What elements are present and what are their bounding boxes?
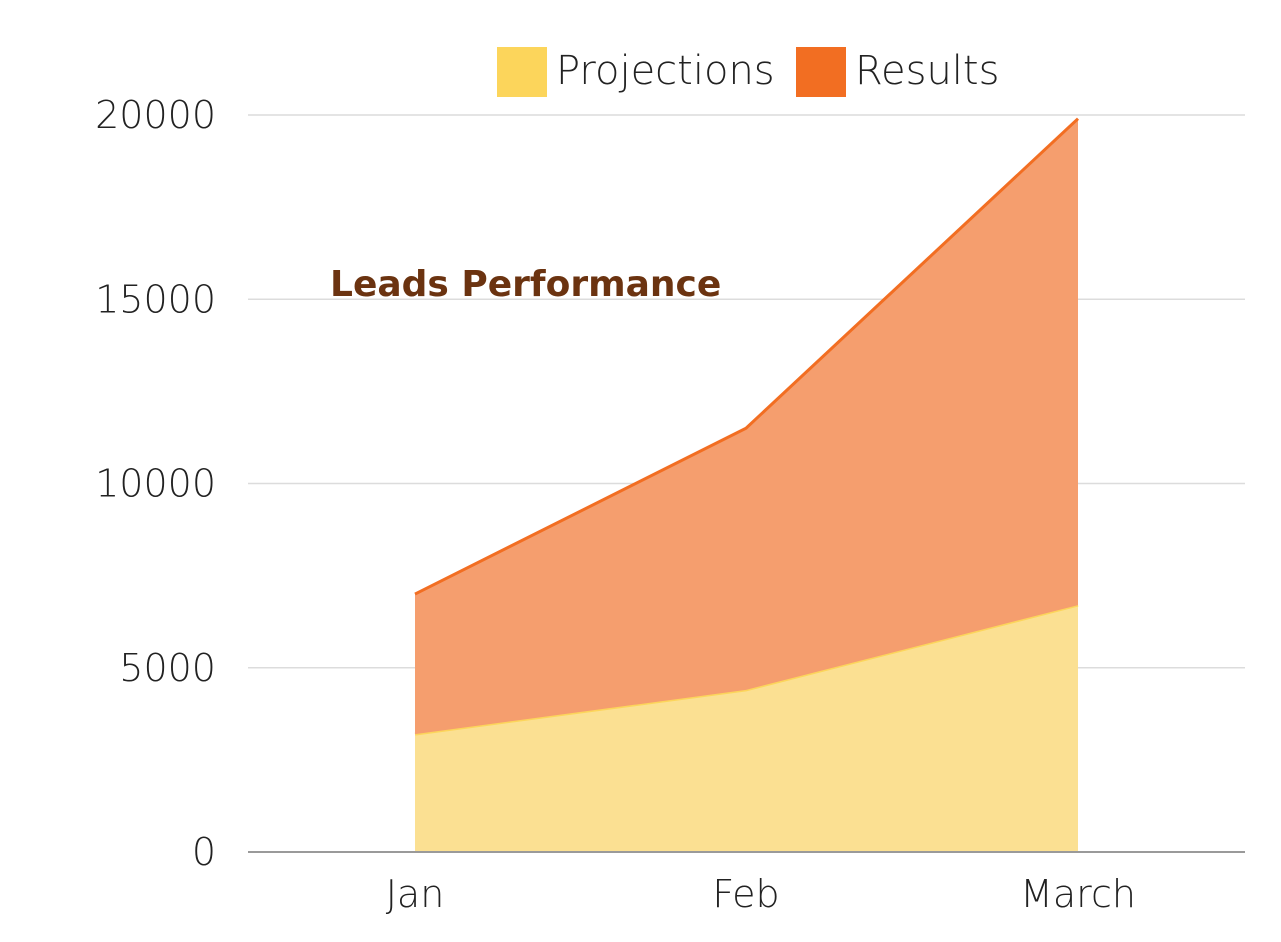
y-tick-label: 0 (192, 830, 216, 874)
y-tick-label: 5000 (119, 646, 216, 690)
legend-swatch-projections (497, 47, 547, 97)
chart-title: Leads Performance (330, 264, 721, 305)
x-tick-label: Jan (386, 872, 445, 916)
x-tick-label: March (1020, 872, 1136, 916)
y-tick-label: 20000 (95, 93, 216, 137)
legend: Projections Results (497, 47, 999, 97)
y-tick-label: 10000 (95, 462, 216, 506)
y-tick-label: 15000 (95, 277, 216, 321)
legend-label-projections: Projections (556, 48, 775, 94)
plot-areas (414, 117, 1080, 852)
legend-swatch-results (796, 47, 846, 97)
legend-label-results: Results (855, 48, 999, 94)
area-results (415, 118, 1078, 735)
x-tick-label: Feb (712, 872, 779, 916)
axes: 0 5000 10000 15000 20000 Jan Feb March (95, 93, 1245, 916)
area-projections (415, 605, 1078, 852)
